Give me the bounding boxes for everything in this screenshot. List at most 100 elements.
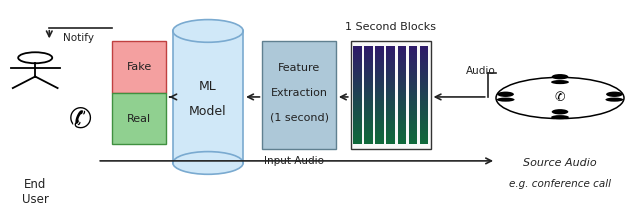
Bar	[387, 72, 395, 75]
Circle shape	[552, 109, 568, 115]
Bar	[353, 92, 362, 95]
Bar	[353, 98, 362, 101]
Bar	[387, 75, 395, 78]
Text: End
User: End User	[22, 178, 49, 206]
Bar	[420, 46, 428, 49]
Bar	[376, 118, 384, 121]
Bar	[408, 118, 417, 121]
Bar	[376, 105, 384, 108]
Bar	[353, 49, 362, 52]
Bar	[376, 98, 384, 101]
Bar	[387, 118, 395, 121]
Bar	[397, 111, 406, 115]
Bar	[420, 52, 428, 55]
Bar	[387, 134, 395, 138]
Bar	[420, 88, 428, 92]
Bar	[387, 69, 395, 72]
Bar	[408, 88, 417, 92]
Bar	[353, 65, 362, 69]
Bar	[420, 65, 428, 69]
Bar	[408, 108, 417, 111]
Bar	[408, 62, 417, 65]
Bar	[408, 49, 417, 52]
Bar	[353, 138, 362, 141]
Bar	[353, 62, 362, 65]
Bar	[408, 128, 417, 131]
Bar	[397, 95, 406, 98]
Bar	[376, 62, 384, 65]
Bar	[376, 138, 384, 141]
Bar	[376, 78, 384, 82]
Bar	[364, 118, 373, 121]
Bar	[364, 92, 373, 95]
Bar	[408, 65, 417, 69]
Bar	[364, 52, 373, 55]
Bar	[376, 128, 384, 131]
Bar	[353, 101, 362, 105]
Bar	[364, 141, 373, 144]
Bar	[376, 69, 384, 72]
Text: ✆: ✆	[68, 106, 92, 134]
Bar	[376, 108, 384, 111]
Bar	[387, 65, 395, 69]
Bar	[353, 141, 362, 144]
Bar	[387, 46, 395, 49]
Bar	[397, 85, 406, 88]
Bar	[397, 88, 406, 92]
Bar	[387, 55, 395, 59]
Bar	[364, 78, 373, 82]
Bar	[364, 121, 373, 125]
Bar	[353, 52, 362, 55]
Bar	[408, 131, 417, 134]
Ellipse shape	[551, 80, 569, 84]
Bar	[397, 62, 406, 65]
Bar	[397, 52, 406, 55]
Bar	[353, 82, 362, 85]
Bar	[353, 105, 362, 108]
Bar	[397, 118, 406, 121]
Bar	[364, 105, 373, 108]
Bar	[420, 134, 428, 138]
Bar	[387, 111, 395, 115]
Bar	[387, 92, 395, 95]
Bar	[353, 75, 362, 78]
Bar	[397, 105, 406, 108]
Bar	[420, 138, 428, 141]
Bar	[387, 101, 395, 105]
Ellipse shape	[497, 98, 515, 102]
Bar	[364, 55, 373, 59]
Bar	[420, 131, 428, 134]
Bar	[408, 115, 417, 118]
Bar	[408, 134, 417, 138]
Text: Notify: Notify	[63, 33, 93, 43]
Bar	[364, 69, 373, 72]
Bar	[364, 85, 373, 88]
Text: Audio: Audio	[466, 66, 495, 76]
Bar	[376, 92, 384, 95]
Ellipse shape	[605, 98, 623, 102]
Bar	[408, 105, 417, 108]
Text: Fake: Fake	[127, 62, 152, 72]
Bar	[364, 131, 373, 134]
Bar	[408, 92, 417, 95]
Bar	[387, 121, 395, 125]
Bar	[364, 111, 373, 115]
Bar	[353, 88, 362, 92]
Bar	[376, 75, 384, 78]
Bar	[397, 78, 406, 82]
Bar	[364, 62, 373, 65]
Bar	[397, 98, 406, 101]
Bar	[397, 141, 406, 144]
Bar	[364, 98, 373, 101]
Bar	[387, 98, 395, 101]
Bar	[387, 88, 395, 92]
Bar	[420, 55, 428, 59]
Text: 1 Second Blocks: 1 Second Blocks	[345, 22, 436, 32]
Bar	[353, 128, 362, 131]
Bar	[351, 41, 431, 149]
Bar	[353, 115, 362, 118]
Bar	[397, 108, 406, 111]
Bar	[420, 105, 428, 108]
Bar	[353, 46, 362, 49]
Bar	[353, 131, 362, 134]
